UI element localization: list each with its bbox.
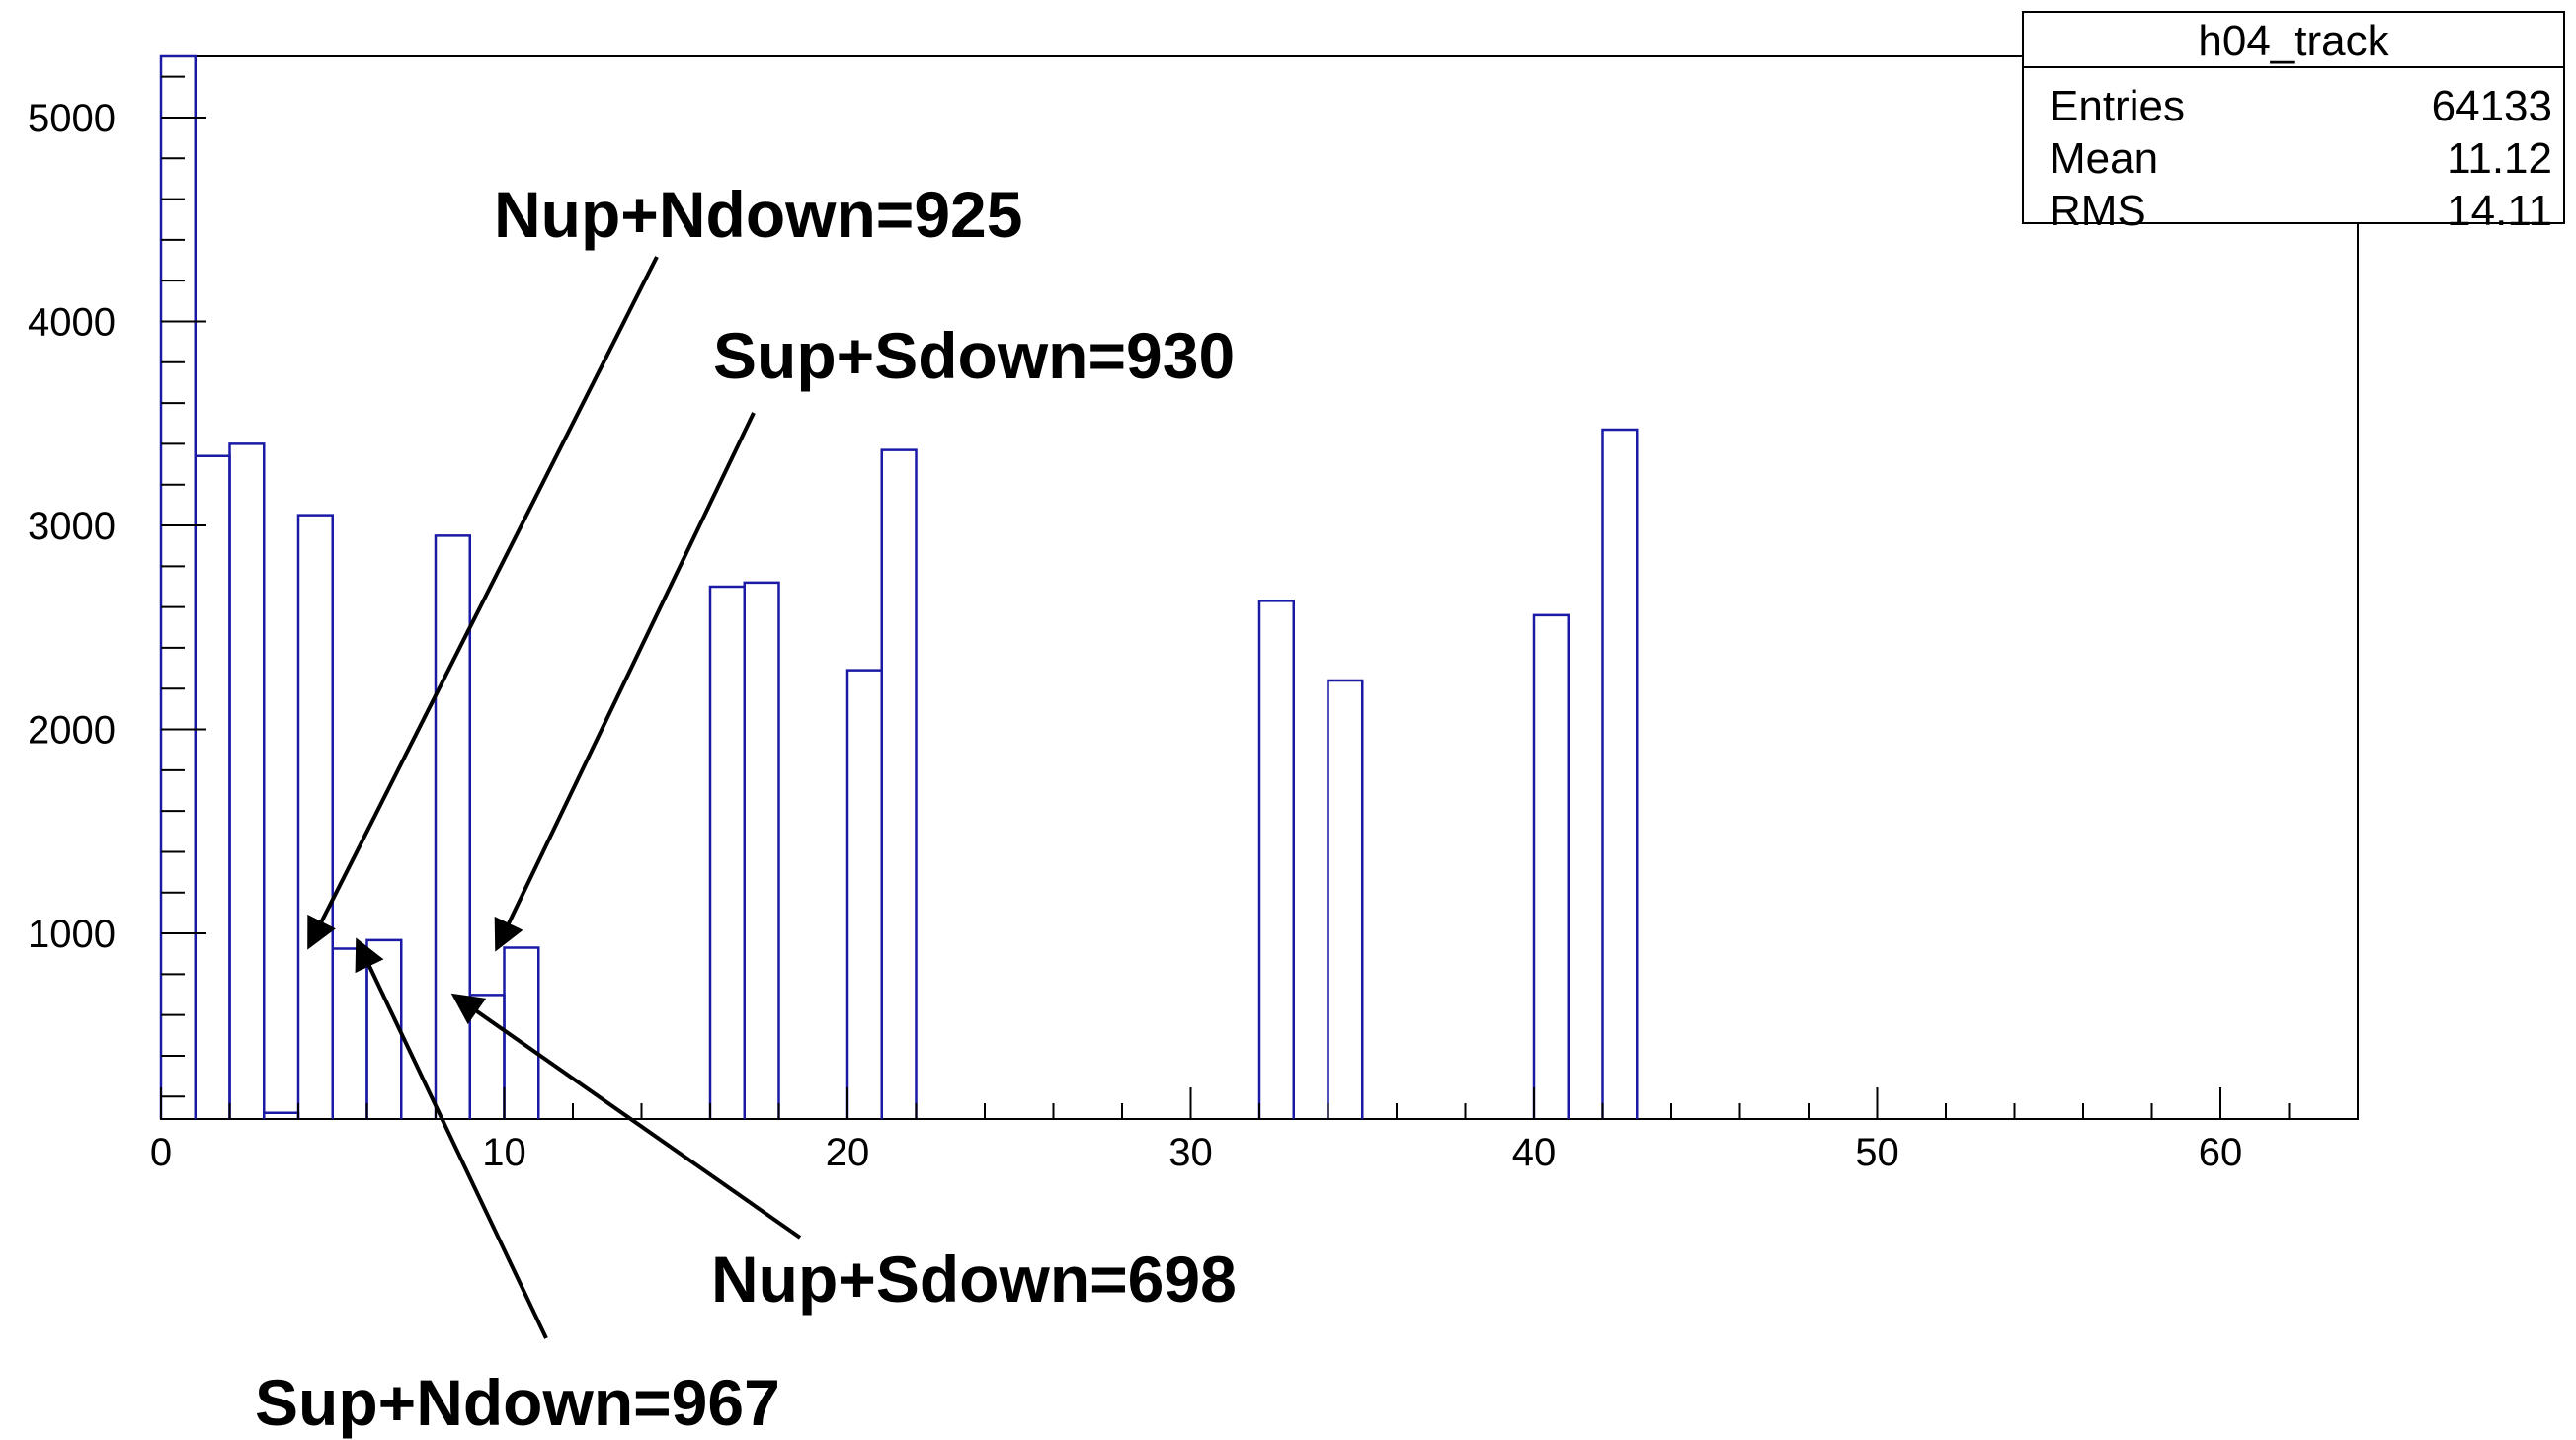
histogram-bin xyxy=(708,585,746,1119)
annotation-label: Nup+Ndown=925 xyxy=(494,178,1022,251)
stats-title: h04_track xyxy=(2198,17,2389,65)
histogram-bin xyxy=(159,54,197,1119)
x-tick-label: 40 xyxy=(1512,1131,1557,1174)
histogram-bin xyxy=(1601,428,1639,1119)
stats-label: Entries xyxy=(2050,82,2185,130)
annotation-label: Nup+Sdown=698 xyxy=(711,1242,1237,1316)
histogram-bin xyxy=(194,454,231,1119)
stats-label: Mean xyxy=(2050,134,2158,183)
histogram-bin xyxy=(743,581,780,1119)
stats-value: 64133 xyxy=(2432,82,2552,130)
histogram-bin xyxy=(365,938,403,1119)
histogram-bin xyxy=(1327,679,1364,1119)
y-tick-label: 5000 xyxy=(28,97,116,140)
y-tick-label: 2000 xyxy=(28,709,116,753)
x-tick-label: 20 xyxy=(826,1131,870,1174)
y-tick-label: 1000 xyxy=(28,913,116,956)
annotation-arrow xyxy=(355,937,548,1339)
annotation-arrow xyxy=(307,256,659,950)
histogram-bin xyxy=(468,994,506,1119)
histogram-bin xyxy=(296,514,334,1119)
annotation-arrow xyxy=(450,993,802,1240)
x-tick-label: 0 xyxy=(150,1131,172,1174)
histogram-bin xyxy=(845,669,883,1119)
stats-value: 14.11 xyxy=(2447,187,2552,235)
histogram-bin xyxy=(1532,613,1570,1119)
histogram-bin xyxy=(331,947,368,1119)
annotation-arrow xyxy=(494,412,756,952)
x-tick-label: 50 xyxy=(1855,1131,1899,1174)
annotation-label: Sup+Sdown=930 xyxy=(713,319,1235,392)
x-tick-label: 30 xyxy=(1168,1131,1213,1174)
stats-box xyxy=(2022,11,2565,224)
y-tick-label: 3000 xyxy=(28,505,116,548)
histogram-bin xyxy=(880,448,918,1119)
histogram-bin xyxy=(434,534,471,1119)
annotation-label: Sup+Ndown=967 xyxy=(255,1366,780,1439)
stats-value: 11.12 xyxy=(2447,134,2552,183)
histogram-bin xyxy=(1257,600,1295,1119)
stats-label: RMS xyxy=(2050,187,2146,235)
y-tick-label: 4000 xyxy=(28,300,116,344)
histogram-bin xyxy=(228,442,266,1119)
x-tick-label: 60 xyxy=(2199,1131,2243,1174)
x-tick-label: 10 xyxy=(482,1131,526,1174)
